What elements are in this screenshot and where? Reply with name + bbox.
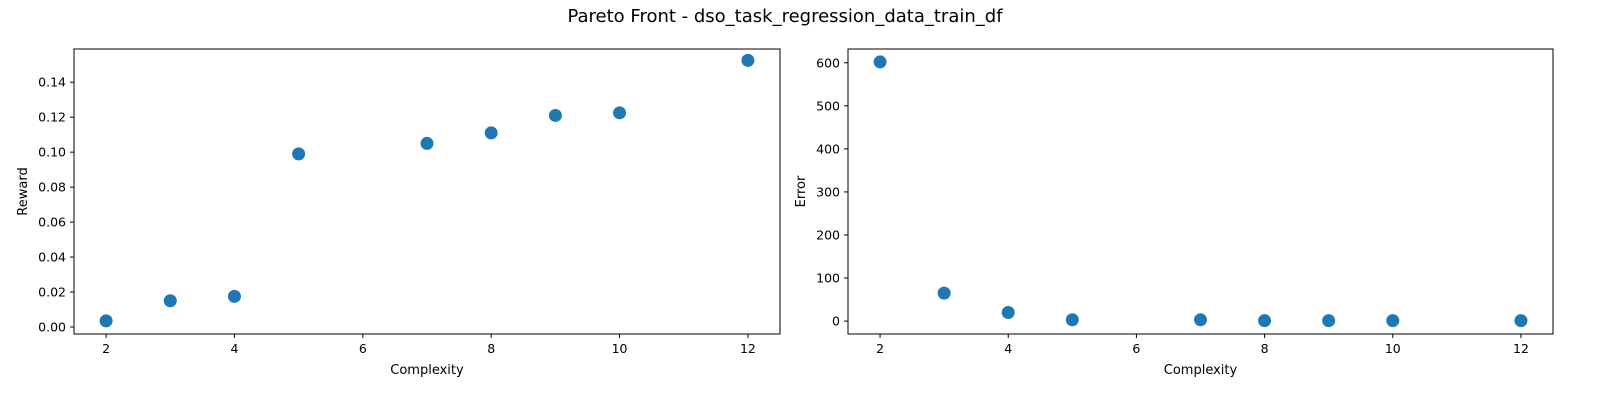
reward-x-tick-label: 12: [740, 341, 756, 356]
error-data-point: [1258, 314, 1272, 328]
reward-data-point: [613, 106, 627, 120]
reward-y-axis-label: Reward: [16, 167, 31, 215]
reward-y-tick-label: 0.06: [38, 215, 66, 230]
error-data-point: [1194, 313, 1207, 327]
reward-vs-complexity-panel: 2 4 6 8 10 12 0.00 0.02 0.04 0.06 0.08 0.10 0.12 0.14…: [16, 48, 781, 378]
error-data-point: [937, 286, 951, 300]
error-y-tick-label: 200: [816, 227, 840, 242]
reward-x-axis-label: Complexity: [390, 363, 464, 378]
reward-y-tick-label: 0.14: [38, 75, 66, 90]
error-y-tick-label: 300: [816, 184, 840, 199]
error-data-point: [1514, 314, 1528, 328]
error-x-tick-label: 8: [1261, 341, 1269, 356]
figure-suptitle: Pareto Front - dso_task_regression_data_…: [567, 6, 1003, 27]
error-y-tick-label: 100: [816, 271, 840, 286]
reward-x-tick-label: 8: [487, 341, 495, 356]
reward-data-point: [163, 294, 177, 308]
reward-y-tick-label: 0.04: [38, 250, 66, 265]
error-vs-complexity-panel: 2 4 6 8 10 12 0 100 200 300 400 500 600 Complexity Err…: [794, 48, 1554, 378]
reward-y-tick-label: 0.12: [38, 110, 66, 125]
reward-axes-frame: [73, 48, 781, 335]
error-y-tick-label: 600: [816, 55, 840, 70]
error-y-tick-label: 0: [832, 314, 840, 329]
reward-x-tick-label: 4: [230, 341, 238, 356]
error-data-point: [1001, 305, 1015, 319]
error-y-axis-label: Error: [794, 175, 809, 207]
reward-y-tick-label: 0.08: [38, 180, 66, 195]
error-x-tick-label: 12: [1513, 341, 1529, 356]
error-x-tick-label: 2: [876, 341, 884, 356]
reward-y-tick-label: 0.00: [38, 320, 66, 335]
error-y-tick-label: 500: [816, 98, 840, 113]
error-x-axis-label: Complexity: [1164, 363, 1238, 378]
error-x-tick-label: 4: [1004, 341, 1012, 356]
reward-data-point: [227, 289, 241, 303]
error-data-point: [873, 55, 887, 69]
error-x-tick-label: 6: [1132, 341, 1140, 356]
reward-y-tick-label: 0.02: [38, 285, 66, 300]
reward-x-tick-label: 10: [612, 341, 628, 356]
reward-x-tick-label: 2: [102, 341, 110, 356]
error-x-tick-label: 10: [1385, 341, 1401, 356]
error-y-tick-label: 400: [816, 141, 840, 156]
reward-data-point: [484, 126, 498, 140]
error-data-point: [1386, 314, 1400, 328]
error-data-point: [1065, 313, 1079, 327]
reward-data-point: [548, 108, 562, 122]
reward-data-point: [292, 147, 306, 161]
reward-data-point: [420, 136, 434, 150]
reward-y-tick-label: 0.10: [38, 145, 66, 160]
reward-data-point: [741, 53, 755, 67]
reward-x-tick-label: 6: [359, 341, 367, 356]
error-data-point: [1322, 314, 1336, 328]
reward-data-point: [99, 314, 113, 328]
